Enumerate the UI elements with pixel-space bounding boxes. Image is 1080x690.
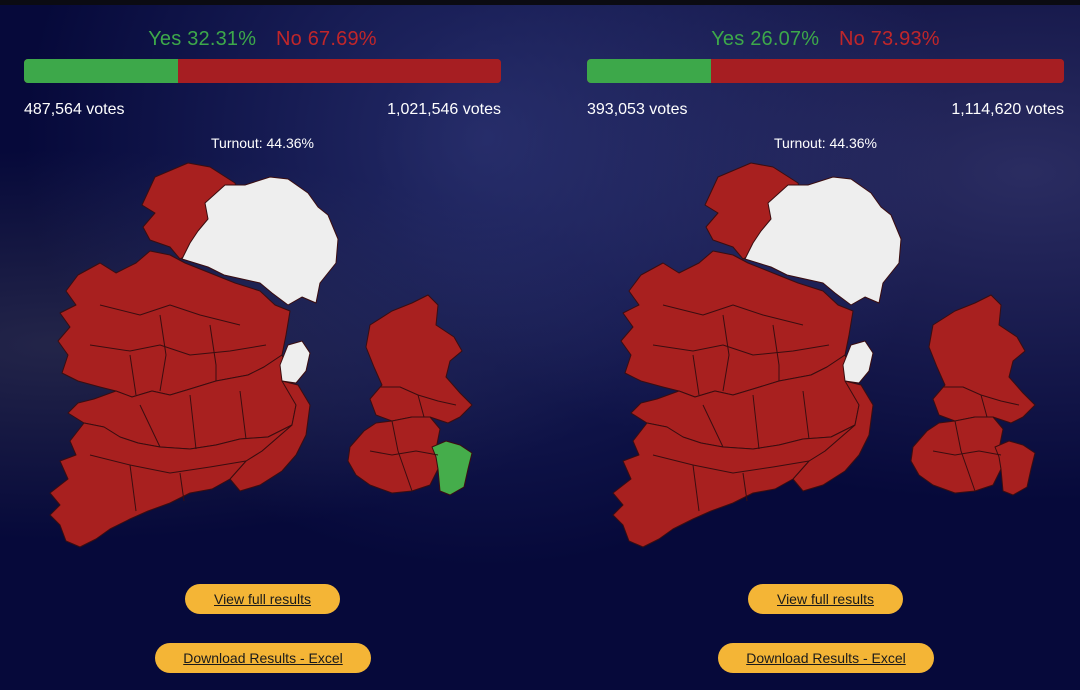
inset-southeast[interactable]: [994, 440, 1036, 496]
dublin-inset: [910, 294, 1036, 496]
region-northern-ireland: [181, 176, 339, 306]
results-panel-left: Yes 32.31% No 67.69% 487,564 votes 1,021…: [24, 28, 501, 673]
region-dublin: [279, 340, 311, 384]
results-bar-yes-segment: [24, 59, 179, 83]
dublin-inset: [347, 294, 473, 496]
top-border: [0, 0, 1080, 5]
results-bar-yes-segment: [587, 59, 712, 83]
yes-vote-count: 393,053 votes: [587, 101, 688, 118]
no-percentage: No 67.69%: [276, 28, 377, 50]
results-panel-right: Yes 26.07% No 73.93% 393,053 votes 1,114…: [563, 0, 1080, 690]
view-full-results-button[interactable]: View full results: [185, 584, 340, 614]
inset-southeast[interactable]: [431, 440, 473, 496]
inset-borders: [932, 386, 1020, 492]
constituency-borders: [89, 304, 267, 512]
yes-vote-count: 487,564 votes: [24, 101, 125, 118]
inset-north[interactable]: [928, 294, 1036, 424]
no-vote-count: 1,021,546 votes: [387, 101, 501, 118]
region-south[interactable]: [49, 422, 293, 548]
region-northern-ireland: [744, 176, 902, 306]
region-south[interactable]: [612, 422, 856, 548]
view-full-results-button[interactable]: View full results: [748, 584, 903, 614]
percentage-row: Yes 26.07% No 73.93%: [587, 28, 1064, 51]
constituency-map: [612, 162, 1036, 548]
inset-north[interactable]: [365, 294, 473, 424]
constituency-map: [49, 162, 473, 548]
results-bar-no-segment: [711, 59, 1064, 83]
turnout-label: Turnout: 44.36%: [774, 135, 877, 151]
constituency-borders: [652, 304, 830, 512]
ireland-map: [49, 162, 339, 548]
download-results-excel-button[interactable]: Download Results - Excel: [718, 643, 934, 673]
results-bar-no-segment: [178, 59, 501, 83]
region-dublin: [842, 340, 874, 384]
results-bar: [24, 59, 501, 83]
results-bar: [587, 59, 1064, 83]
percentage-row: Yes 32.31% No 67.69%: [24, 28, 501, 51]
turnout-label: Turnout: 44.36%: [211, 135, 314, 151]
yes-percentage: Yes 26.07%: [711, 28, 820, 50]
download-results-excel-button[interactable]: Download Results - Excel: [155, 643, 371, 673]
inset-borders: [369, 386, 457, 492]
no-percentage: No 73.93%: [839, 28, 940, 50]
no-vote-count: 1,114,620 votes: [951, 101, 1064, 118]
ireland-map: [612, 162, 902, 548]
yes-percentage: Yes 32.31%: [148, 28, 257, 50]
